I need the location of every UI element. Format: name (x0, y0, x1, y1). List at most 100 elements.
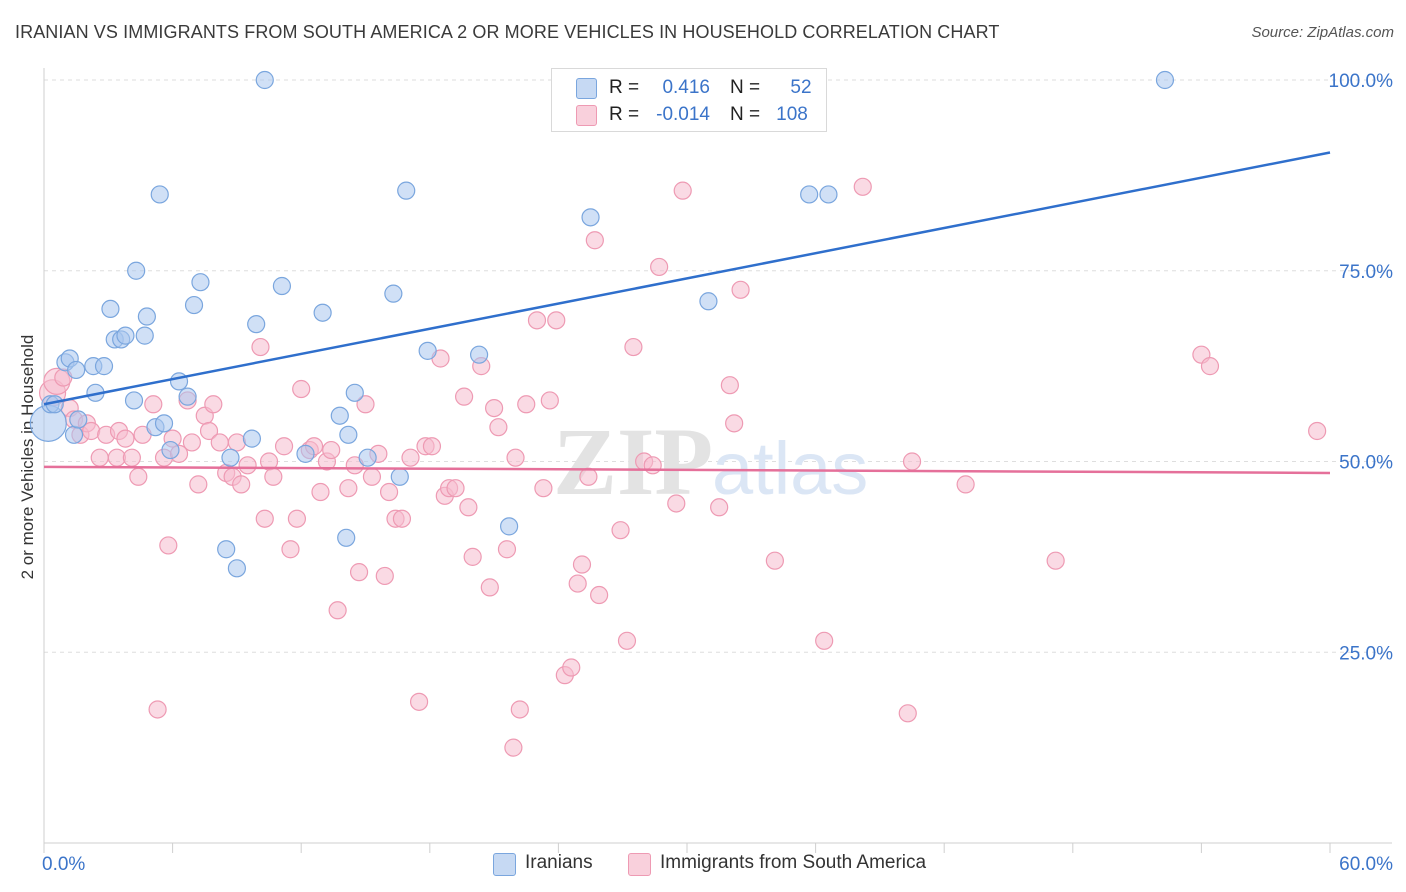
blue-point (127, 261, 146, 280)
pink-point (956, 475, 975, 494)
pink-point (534, 479, 553, 498)
stats-r-label: R = (609, 77, 640, 98)
pink-point (585, 231, 604, 250)
pink-point (454, 387, 474, 406)
stats-row-south-america: R = -0.014 N = 108 (552, 102, 826, 128)
blue-point (64, 425, 84, 444)
pink-point (611, 521, 630, 540)
pink-point (159, 536, 178, 555)
blue-point (345, 383, 364, 402)
blue-point (1155, 70, 1175, 90)
pink-point (568, 574, 587, 593)
blue-point (221, 448, 240, 467)
blue-point (469, 345, 489, 364)
pink-point (497, 540, 517, 559)
trend-lines (43, 151, 1331, 475)
legend-label: Immigrants from South America (660, 852, 927, 873)
stats-row-iranians: R = 0.416 N = 52 (552, 75, 826, 101)
pink-point (238, 456, 257, 475)
pink-point (510, 700, 529, 719)
blue-point (500, 517, 519, 536)
blue-point (330, 406, 349, 425)
pink-point (710, 498, 729, 517)
pink-point (572, 555, 592, 574)
pink-point (902, 452, 922, 471)
chart-title: IRANIAN VS IMMIGRANTS FROM SOUTH AMERICA… (15, 22, 1000, 42)
blue-point (272, 276, 292, 296)
trend-line-south-america (43, 465, 1331, 475)
stats-box: R = 0.416 N = 52 R = -0.014 N = 108 (551, 68, 827, 132)
stats-swatch-pink (576, 105, 597, 126)
blue-point (800, 185, 819, 204)
pink-point (562, 658, 581, 677)
pink-point (446, 479, 465, 498)
y-tick-label: 25.0% (1339, 643, 1393, 664)
blue-point (184, 295, 204, 315)
pink-point (731, 280, 750, 299)
pink-point (898, 704, 917, 723)
blue-point (390, 467, 409, 486)
pink-point (463, 547, 482, 566)
y-tick-labels: 25.0% 50.0% 75.0% 100.0% (1329, 71, 1394, 664)
pink-point (251, 337, 270, 357)
x-tick-label: 60.0% (1339, 854, 1393, 875)
pink-point (322, 440, 341, 460)
blue-point (135, 326, 154, 345)
pink-point (328, 601, 347, 620)
pink-point (517, 395, 536, 414)
legend-swatch-blue (493, 853, 516, 876)
pink-point (189, 475, 208, 494)
blue-point (699, 292, 718, 311)
watermark-atlas: atlas (712, 427, 868, 510)
blue-point (150, 185, 169, 204)
blue-point (242, 429, 262, 448)
pink-point (590, 585, 609, 605)
blue-point (339, 425, 358, 444)
pink-point (459, 498, 478, 517)
blue-point (191, 273, 210, 292)
pink-point (540, 391, 559, 410)
pink-point (1046, 551, 1065, 570)
pink-point (1200, 357, 1220, 376)
pink-point (392, 509, 412, 528)
pink-point (765, 551, 784, 570)
pink-point (199, 421, 219, 441)
pink-point (401, 448, 420, 467)
pink-point (673, 181, 692, 200)
blue-point (819, 185, 838, 204)
blue-point (178, 387, 197, 406)
blue-point (217, 540, 236, 559)
pink-point (422, 437, 442, 456)
blue-point (161, 440, 180, 460)
y-tick-label: 50.0% (1339, 453, 1393, 474)
axes (43, 68, 1392, 853)
pink-point (617, 631, 637, 650)
blue-point (94, 357, 114, 376)
pink-point (264, 467, 283, 486)
blue-point (67, 360, 86, 380)
pink-point (485, 398, 504, 418)
legend-swatch-pink (628, 853, 651, 876)
pink-point (339, 479, 358, 498)
blue-point (384, 284, 403, 303)
pink-point (129, 467, 148, 486)
stats-r-value: -0.014 (656, 104, 710, 125)
pink-point (624, 337, 643, 357)
source-label: Source: ZipAtlas.com (1251, 24, 1394, 41)
pink-point (409, 692, 429, 711)
pink-point (650, 257, 669, 277)
pink-point (527, 311, 547, 330)
blue-point (247, 315, 266, 334)
blue-point (124, 391, 144, 410)
watermark-zip: ZIP (553, 408, 713, 515)
pink-point (815, 631, 834, 650)
pink-point (667, 494, 686, 513)
pink-point (287, 509, 307, 528)
pink-point (720, 376, 739, 395)
pink-point (274, 437, 294, 456)
pink-point (579, 467, 598, 486)
pink-point (504, 738, 523, 757)
pink-point (292, 379, 311, 399)
blue-point (227, 559, 246, 578)
